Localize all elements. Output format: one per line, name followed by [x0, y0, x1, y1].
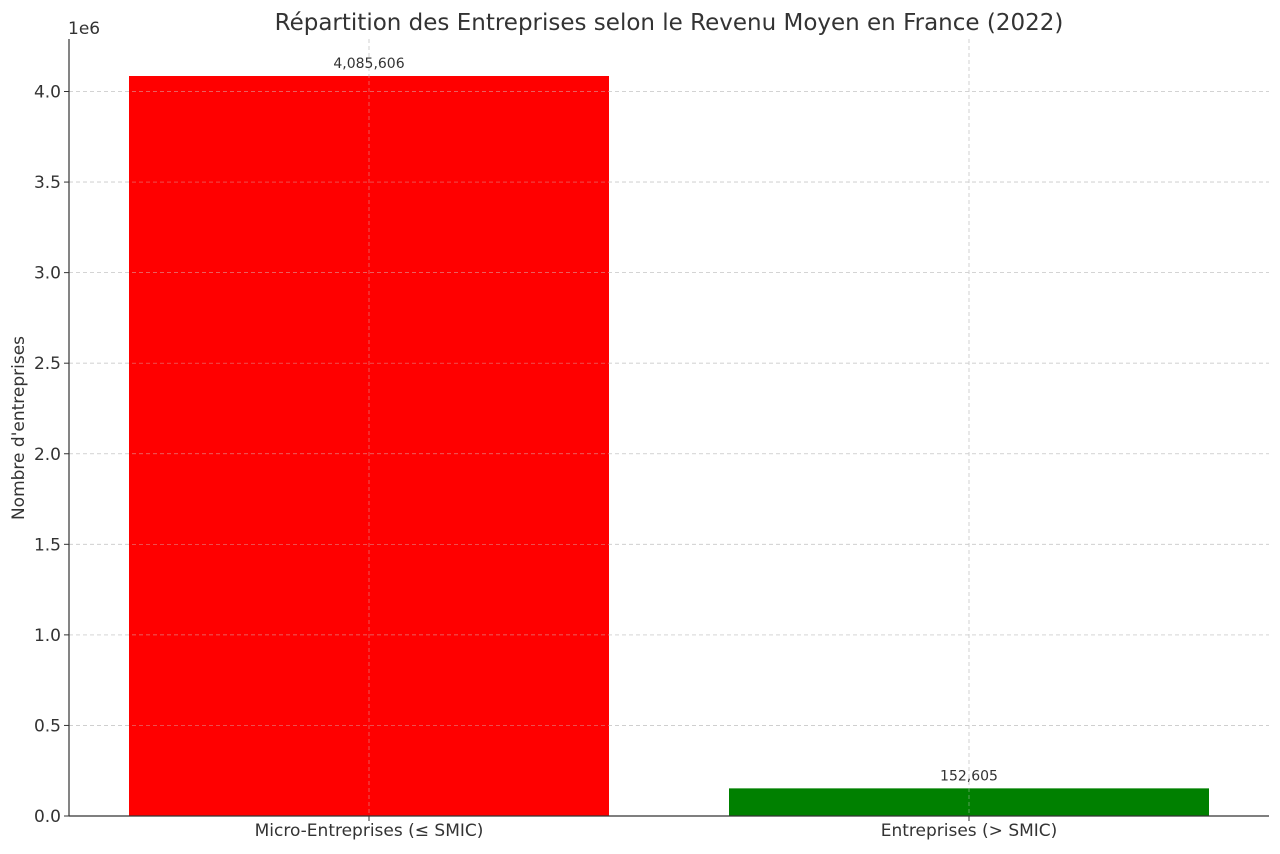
y-axis-offset-label: 1e6: [68, 19, 100, 39]
y-tick-label: 3.5: [34, 173, 61, 193]
bars-layer: [69, 39, 1269, 817]
y-axis-label: Nombre d'entreprises: [9, 336, 29, 520]
y-tick-label: 4.0: [34, 83, 61, 103]
bar-value-label: 4,085,606: [333, 56, 404, 72]
y-tick-label: 1.0: [34, 626, 61, 646]
y-tick-label: 1.5: [34, 535, 61, 555]
axes-layer: [64, 39, 1269, 821]
bar-value-label: 152,605: [940, 768, 998, 784]
y-tick-label: 2.0: [34, 445, 61, 465]
y-tick-label: 3.0: [34, 264, 61, 284]
y-tick-label: 2.5: [34, 354, 61, 374]
x-tick-label: Entreprises (> SMIC): [881, 821, 1058, 841]
x-tick-label: Micro-Entreprises (≤ SMIC): [255, 821, 484, 841]
labels-layer: 0.0 0.5 1.0 1.5 2.0 2.5 3.0 3.5 4.0 4,085,606 152,…: [34, 56, 1057, 841]
y-tick-label: 0.0: [34, 807, 61, 827]
chart-title: Répartition des Entreprises selon le Rev…: [275, 10, 1064, 36]
y-tick-label: 0.5: [34, 716, 61, 736]
